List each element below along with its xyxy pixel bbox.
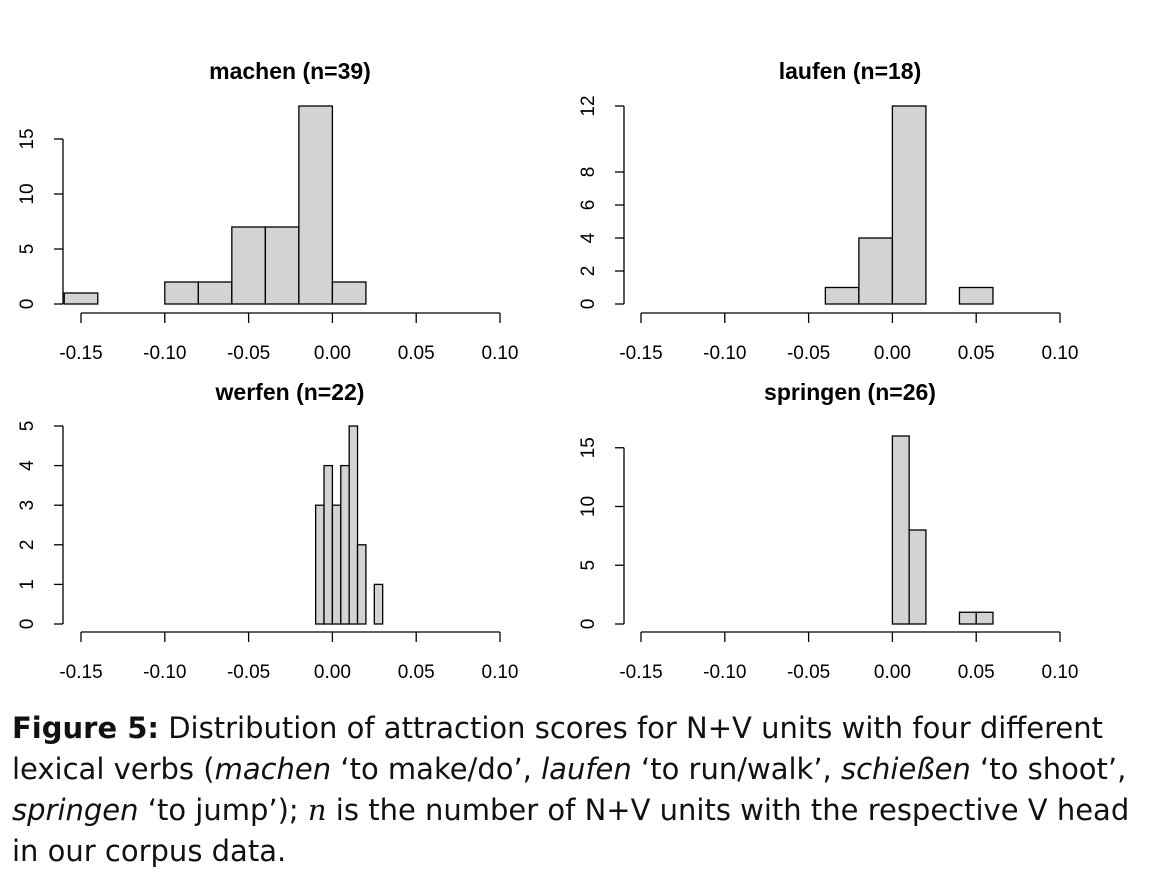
histogram-bar [197, 281, 233, 305]
histogram-bar [373, 583, 384, 625]
caption-text: Distribution of attraction scores for N+… [12, 711, 1104, 786]
x-tick-label: -0.15 [59, 662, 102, 683]
caption-text: ‘to run/walk’, [631, 752, 841, 786]
y-tick-label: 5 [17, 421, 38, 432]
x-tick-label: 0.00 [874, 343, 911, 364]
caption-verb: machen [214, 752, 332, 786]
caption-label: Figure 5: [12, 711, 159, 745]
histogram-bar [264, 226, 300, 305]
y-tick-label: 0 [17, 299, 38, 310]
x-tick-label: 0.00 [314, 343, 351, 364]
x-tick-label: -0.05 [227, 662, 270, 683]
histogram-bar [323, 464, 334, 625]
histogram-bar [314, 504, 325, 625]
x-tick-label: 0.05 [398, 343, 435, 364]
histogram-bar [975, 611, 994, 625]
histogram-bar [891, 435, 910, 625]
y-tick-label: 4 [17, 460, 38, 471]
figure-caption: Figure 5: Distribution of attraction sco… [12, 708, 1152, 872]
x-tick-label: -0.15 [619, 662, 662, 683]
histogram-bar [356, 544, 367, 625]
histogram-bar [908, 529, 927, 625]
x-tick-label: -0.10 [703, 343, 746, 364]
y-tick-label: 0 [17, 619, 38, 630]
x-tick-label: 0.10 [1042, 343, 1079, 364]
x-tick-label: -0.05 [787, 343, 830, 364]
y-tick-label: 5 [17, 244, 38, 255]
x-tick-label: 0.05 [958, 662, 995, 683]
x-tick-label: -0.05 [227, 343, 270, 364]
y-tick-label: 8 [578, 167, 599, 178]
y-tick-label: 15 [17, 128, 38, 149]
x-tick-label: -0.10 [143, 662, 186, 683]
y-tick-label: 10 [17, 183, 38, 204]
caption-verb: schießen [840, 752, 971, 786]
y-tick-label: 3 [17, 500, 38, 511]
x-tick-label: -0.15 [59, 343, 102, 364]
y-tick-label: 4 [578, 232, 599, 243]
y-tick-label: 2 [578, 266, 599, 277]
y-tick-label: 10 [578, 496, 599, 517]
histogram-bar [858, 237, 894, 305]
caption-text: is the number of N+V units with the resp… [12, 793, 1130, 868]
x-tick-label: 0.00 [874, 662, 911, 683]
x-tick-label: -0.10 [143, 343, 186, 364]
caption-verb: springen [12, 793, 139, 827]
histogram-bar [164, 281, 199, 305]
histogram-panel: -0.15 -0.10 -0.05 0.00 0.05 0.10 0 2 4 6 8 12 laufen… [578, 58, 1078, 364]
caption-text: ‘to make/do’, [331, 752, 542, 786]
histogram-bar [340, 464, 350, 625]
histogram-bar [348, 425, 359, 625]
histogram-bar [331, 504, 342, 625]
caption-text: ‘to shoot’, [970, 752, 1127, 786]
histogram-bar [824, 286, 860, 305]
histogram-bar [331, 281, 367, 305]
histogram-bar [63, 292, 99, 305]
x-tick-label: 0.05 [958, 343, 995, 364]
panel-title: machen (n=39) [209, 58, 371, 84]
histogram-panel: -0.15 -0.10 -0.05 0.00 0.05 0.10 0 5 10 15 springe… [578, 379, 1078, 683]
histogram-bar [231, 226, 267, 305]
x-tick-label: -0.05 [787, 662, 830, 683]
y-tick-label: 0 [578, 619, 599, 630]
y-tick-label: 5 [578, 560, 599, 571]
histogram-bar [298, 105, 334, 305]
y-tick-label: 0 [578, 299, 599, 310]
y-tick-label: 1 [17, 579, 38, 590]
y-tick-label: 2 [17, 540, 38, 551]
panel-title: springen (n=26) [764, 379, 936, 405]
histogram-bar [891, 105, 927, 305]
panel-title: werfen (n=22) [215, 379, 365, 405]
histogram-panel: -0.15 -0.10 -0.05 0.00 0.05 0.10 0 5 10 15 machen … [17, 58, 518, 364]
histogram-panel-grid: -0.15 -0.10 -0.05 0.00 0.05 0.10051015machen … [17, 58, 1078, 683]
histogram-bar [958, 611, 977, 625]
y-tick-label: 12 [578, 95, 599, 116]
x-tick-label: 0.10 [482, 343, 519, 364]
caption-text: ‘to jump’); [138, 793, 308, 827]
histogram-bar [958, 286, 994, 305]
histogram-panel: -0.15 -0.10 -0.05 0.00 0.05 0.10 0 1 2 3 4 5 werfen … [17, 379, 518, 683]
y-tick-label: 15 [578, 437, 599, 458]
x-tick-label: 0.10 [1042, 662, 1079, 683]
x-tick-label: 0.05 [398, 662, 435, 683]
caption-verb: laufen [541, 752, 632, 786]
x-tick-label: -0.15 [619, 343, 662, 364]
x-tick-label: 0.10 [482, 662, 519, 683]
x-tick-label: 0.00 [314, 662, 351, 683]
x-tick-label: -0.10 [703, 662, 746, 683]
panel-title: laufen (n=18) [779, 58, 922, 84]
y-tick-label: 6 [578, 200, 599, 211]
caption-math-n: n [307, 793, 327, 827]
